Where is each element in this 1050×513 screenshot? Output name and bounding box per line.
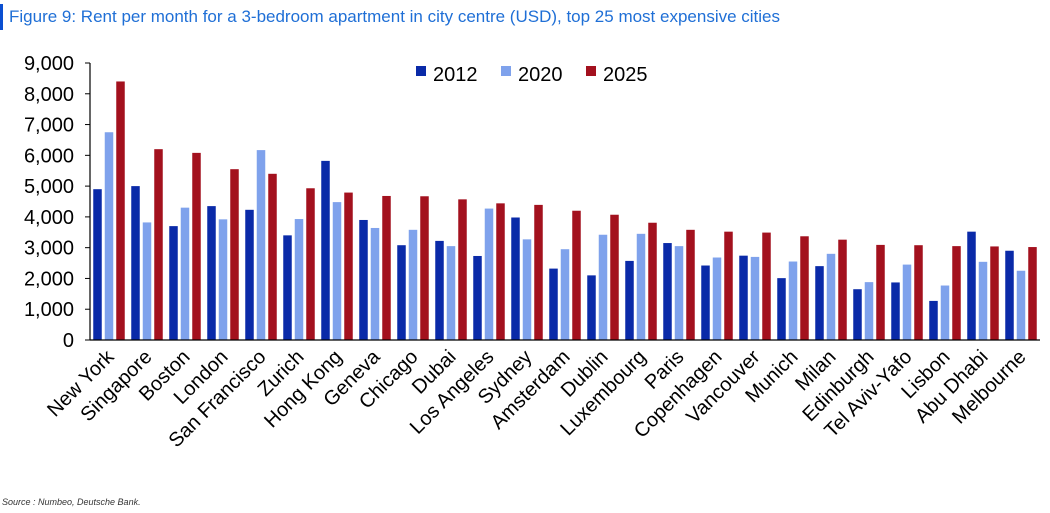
bar-2020 <box>1016 270 1026 340</box>
bar-2025 <box>610 214 619 340</box>
bar-2025 <box>116 81 125 340</box>
bar-2020 <box>332 202 342 340</box>
bar-2012 <box>549 268 558 340</box>
bar-2012 <box>511 217 520 340</box>
source-note: Source : Numbeo, Deutsche Bank. <box>2 497 141 507</box>
bar-2012 <box>701 265 710 340</box>
bar-2025 <box>686 229 695 340</box>
bar-2020 <box>598 234 608 340</box>
bar-2012 <box>587 275 596 340</box>
bar-2012 <box>853 289 862 340</box>
y-tick-label: 5,000 <box>24 176 74 198</box>
bar-2012 <box>967 231 976 340</box>
y-tick-label: 4,000 <box>24 207 74 229</box>
bar-2012 <box>435 240 444 340</box>
legend-swatch-2012 <box>416 66 426 76</box>
bar-2012 <box>815 266 824 340</box>
bar-2020 <box>104 132 114 340</box>
bar-2012 <box>397 245 406 340</box>
y-tick-label: 9,000 <box>24 53 74 75</box>
bar-2012 <box>321 160 330 340</box>
bar-2025 <box>192 152 201 340</box>
bar-2012 <box>929 300 938 340</box>
y-tick-label: 8,000 <box>24 84 74 106</box>
bar-2025 <box>496 203 505 340</box>
bar-2025 <box>458 199 467 340</box>
bars <box>93 81 1037 340</box>
y-axis: 0 1,000 2,000 3,000 4,000 5,000 6,000 7,000 8,00… <box>24 53 91 352</box>
bar-2020 <box>940 285 950 340</box>
bar-2020 <box>978 261 988 340</box>
bar-2012 <box>245 209 254 340</box>
bar-2012 <box>169 226 178 340</box>
bar-2020 <box>218 219 228 340</box>
y-tick-label: 1,000 <box>24 299 74 321</box>
legend-label: 2020 <box>518 64 563 86</box>
bar-2012 <box>93 189 102 340</box>
y-tick-label: 3,000 <box>24 238 74 260</box>
bar-2020 <box>294 219 304 340</box>
bar-2012 <box>891 282 900 340</box>
bar-2020 <box>674 246 684 340</box>
bar-2012 <box>739 255 748 340</box>
bar-2025 <box>420 196 429 340</box>
y-tick-label: 6,000 <box>24 145 74 167</box>
bar-2020 <box>560 249 570 340</box>
bar-2025 <box>268 173 277 340</box>
bar-2025 <box>762 232 771 340</box>
bar-2012 <box>207 206 216 340</box>
y-tick-label: 0 <box>63 330 74 352</box>
bar-2020 <box>180 207 190 340</box>
legend-swatch-2020 <box>501 66 511 76</box>
bar-2025 <box>800 236 809 340</box>
bar-2025 <box>572 210 581 340</box>
bar-2020 <box>902 264 912 340</box>
chart-title-bar: Figure 9: Rent per month for a 3-bedroom… <box>0 4 780 30</box>
bar-2025 <box>154 149 163 340</box>
bar-2020 <box>142 222 152 340</box>
bar-2020 <box>826 253 836 340</box>
bar-2025 <box>382 195 391 340</box>
bar-2020 <box>750 256 760 340</box>
bar-2012 <box>473 255 482 340</box>
legend-swatch-2025 <box>586 66 596 76</box>
bar-2025 <box>1028 247 1037 340</box>
bar-2025 <box>648 222 657 340</box>
bar-2012 <box>131 186 140 340</box>
bar-2025 <box>344 192 353 340</box>
bar-2020 <box>408 229 418 340</box>
bar-2020 <box>370 227 380 340</box>
legend-label: 2012 <box>433 64 478 86</box>
y-tick-label: 2,000 <box>24 268 74 290</box>
bar-2020 <box>446 246 456 340</box>
bar-2020 <box>256 150 266 340</box>
bar-2025 <box>230 169 239 340</box>
bar-2012 <box>625 260 634 340</box>
bar-2020 <box>712 257 722 340</box>
chart-title: Figure 9: Rent per month for a 3-bedroom… <box>9 7 781 26</box>
bar-2020 <box>864 282 874 340</box>
bar-2020 <box>522 239 532 340</box>
legend: 2012 2020 2025 <box>416 64 648 86</box>
bar-2025 <box>914 245 923 340</box>
bar-2012 <box>663 243 672 340</box>
y-tick-label: 7,000 <box>24 115 74 137</box>
bar-2012 <box>359 219 368 340</box>
bar-2025 <box>838 239 847 340</box>
bar-2020 <box>636 233 646 340</box>
bar-2020 <box>484 208 494 340</box>
bar-2025 <box>876 244 885 340</box>
legend-label: 2025 <box>603 64 648 86</box>
bar-2012 <box>1005 250 1014 340</box>
bar-2020 <box>788 261 798 340</box>
bar-2025 <box>990 246 999 340</box>
bar-2025 <box>952 246 961 340</box>
bar-2012 <box>283 235 292 340</box>
bar-2012 <box>777 278 786 340</box>
bar-2025 <box>724 231 733 340</box>
bar-2025 <box>306 188 315 340</box>
bar-2025 <box>534 204 543 340</box>
